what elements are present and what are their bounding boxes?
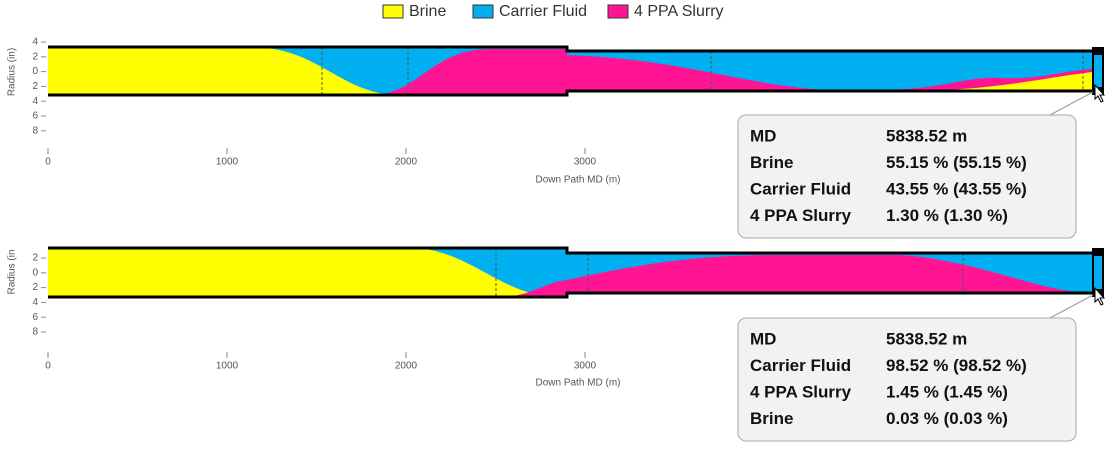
legend-label: 4 PPA Slurry <box>634 3 724 20</box>
tooltip-value: 1.30 % (1.30 %) <box>886 206 1008 225</box>
x-tick-label: 2000 <box>395 361 418 372</box>
tooltip-value: 43.55 % (43.55 %) <box>886 179 1027 198</box>
y-tick-label: 8 <box>32 327 38 338</box>
tooltip-label: Brine <box>750 153 793 172</box>
tooltip-value: 98.52 % (98.52 %) <box>886 356 1027 375</box>
legend-label: Brine <box>409 3 446 20</box>
pipe-wall <box>48 246 1092 255</box>
tooltip-label: MD <box>750 126 776 145</box>
tooltip-label: MD <box>750 329 776 348</box>
slurry-region <box>567 55 860 91</box>
legend: Brine Carrier Fluid 4 PPA Slurry <box>382 3 724 20</box>
tooltip-label: 4 PPA Slurry <box>750 382 852 401</box>
tooltip: MD 5838.52 m Brine 55.15 % (55.15 %) Carrier… <box>737 91 1094 239</box>
pipe-end-fill <box>1094 256 1102 289</box>
y-tick-label: 8 <box>32 125 38 136</box>
y-tick-label: 4 <box>32 96 38 107</box>
carrier-region <box>48 248 567 297</box>
tooltip-label: Carrier Fluid <box>750 179 851 198</box>
y-tick-label: 0 <box>32 267 38 278</box>
x-tick-label: 0 <box>45 361 51 372</box>
y-axis-label: Radius (in) <box>7 48 18 96</box>
pipe-end-fill <box>1094 55 1102 87</box>
x-axis-label: Down Path MD (m) <box>535 378 620 389</box>
tooltip-value: 0.03 % (0.03 %) <box>886 409 1008 428</box>
x-tick-label: 3000 <box>574 361 597 372</box>
tooltip-value: 5838.52 m <box>886 126 967 145</box>
cursor <box>1094 286 1106 306</box>
tooltip-value: 1.45 % (1.45 %) <box>886 382 1008 401</box>
legend-swatch <box>382 4 404 19</box>
tooltip-leader <box>1049 294 1094 319</box>
x-tick-label: 0 <box>45 157 51 168</box>
tooltip-label: 4 PPA Slurry <box>750 206 852 225</box>
tooltip: MD 5838.52 m Carrier Fluid 98.52 % (98.52 %… <box>737 294 1094 442</box>
y-tick-label: 4 <box>32 37 38 48</box>
y-tick-label: 2 <box>32 253 38 264</box>
cursor <box>1094 83 1106 103</box>
y-tick-label: 2 <box>32 51 38 62</box>
slurry-region <box>567 255 1092 293</box>
tooltip-value: 55.15 % (55.15 %) <box>886 153 1027 172</box>
y-tick-label: 2 <box>32 282 38 293</box>
tooltip-box <box>737 317 1077 442</box>
tooltip-box <box>737 114 1077 239</box>
pipe-wall <box>48 291 1092 299</box>
slurry-region <box>500 280 567 297</box>
legend-swatch <box>607 4 629 19</box>
tooltip-value: 5838.52 m <box>886 329 967 348</box>
x-tick-label: 1000 <box>216 361 239 372</box>
tooltip-label: Carrier Fluid <box>750 356 851 375</box>
x-axis-label: Down Path MD (m) <box>535 175 620 186</box>
slurry-region <box>370 49 567 95</box>
brine-region <box>900 72 1092 91</box>
wellbore <box>48 246 1104 299</box>
legend-swatch <box>472 4 494 19</box>
pipe-wall <box>48 45 1092 53</box>
panel: Radius (in) 4 2 0 2 4 6 8 0 1000 2000 3000 Down Path… <box>7 37 1106 239</box>
y-tick-label: 4 <box>32 297 38 308</box>
legend-label: Carrier Fluid <box>499 3 587 20</box>
y-tick-label: 6 <box>32 111 38 122</box>
panel: Radius (in 2 0 2 4 6 8 0 1000 2000 3000 Down Path M… <box>7 249 1106 442</box>
x-tick-label: 2000 <box>395 157 418 168</box>
y-tick-label: 0 <box>32 66 38 77</box>
tooltip-label: Brine <box>750 409 793 428</box>
y-tick-label: 2 <box>32 81 38 92</box>
tooltip-leader <box>1049 91 1094 116</box>
y-tick-label: 6 <box>32 312 38 323</box>
x-tick-label: 3000 <box>574 157 597 168</box>
wellbore <box>48 45 1104 97</box>
x-tick-label: 1000 <box>216 157 239 168</box>
pipe-wall <box>48 89 1092 97</box>
y-axis-label: Radius (in <box>7 249 18 294</box>
